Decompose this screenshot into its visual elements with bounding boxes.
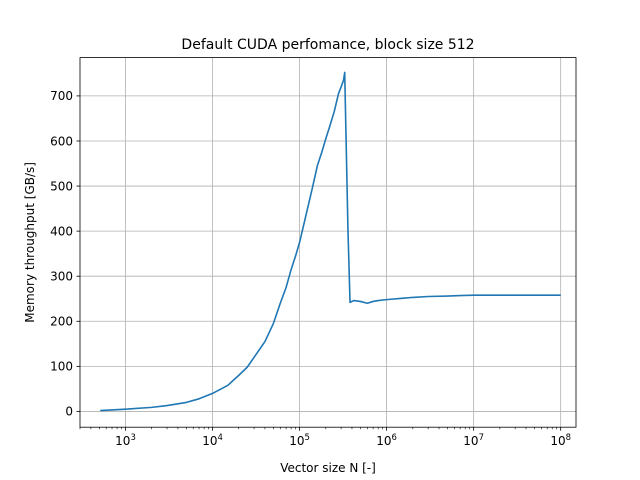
grid: [80, 57, 576, 428]
x-tick-label: 105: [289, 433, 310, 448]
y-tick-label: 500: [50, 179, 73, 193]
x-tick-label: 107: [463, 433, 484, 448]
x-tick-label: 108: [550, 433, 571, 448]
y-axis-label: Memory throughput [GB/s]: [23, 162, 37, 323]
x-tick-label: 106: [376, 433, 397, 448]
series-layer: [100, 71, 561, 412]
y-tick-label: 700: [50, 89, 73, 103]
x-axis: 103 104 105 106 107 108: [79, 427, 571, 448]
x-tick-label: 104: [202, 433, 223, 448]
y-tick-label: 600: [50, 134, 73, 148]
y-tick-label: 100: [50, 360, 73, 374]
chart-title: Default CUDA perfomance, block size 512: [181, 37, 474, 53]
series-line-throughput: [100, 71, 561, 412]
x-axis-label: Vector size N [-]: [280, 461, 376, 475]
y-tick-label: 400: [50, 224, 73, 238]
y-tick-label: 0: [65, 405, 73, 419]
y-axis: 0 100 200 300 400 500 600 700: [50, 89, 80, 419]
plot-frame: [79, 57, 577, 428]
x-tick-label: 103: [115, 433, 136, 448]
y-tick-label: 200: [50, 315, 73, 329]
y-tick-label: 300: [50, 270, 73, 284]
